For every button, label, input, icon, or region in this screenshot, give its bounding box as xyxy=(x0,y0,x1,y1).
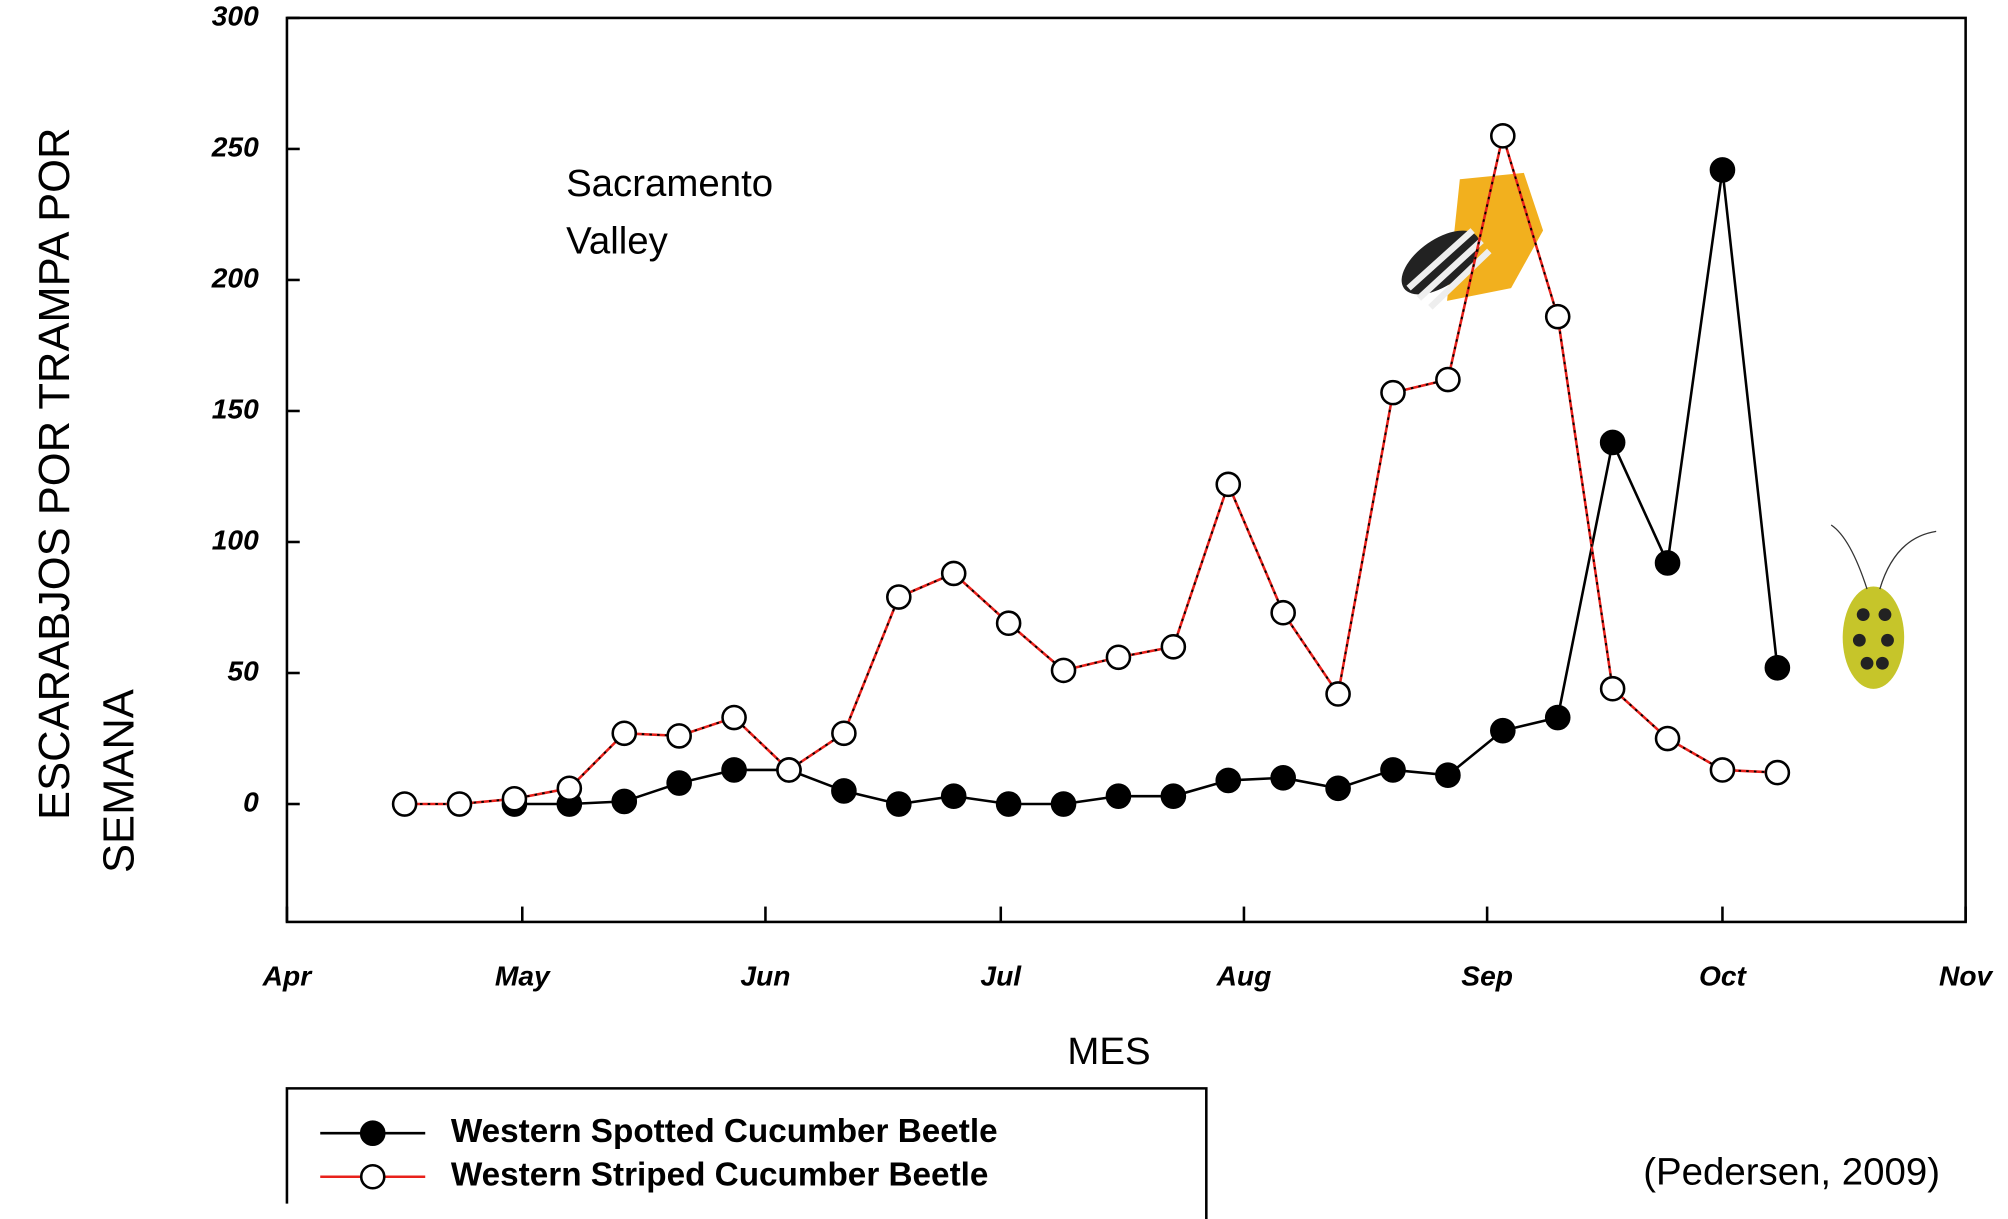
data-point xyxy=(501,785,528,812)
data-point xyxy=(721,757,747,783)
plot-frame xyxy=(285,16,1967,924)
data-point xyxy=(1105,783,1132,809)
series-line xyxy=(514,169,1779,806)
legend-marker xyxy=(359,1163,386,1190)
y-tick-label: 250 xyxy=(211,130,259,162)
data-point xyxy=(666,770,692,796)
x-tick-label: Jul xyxy=(980,960,1022,992)
data-point xyxy=(1654,550,1681,576)
x-tick-label: Sep xyxy=(1461,960,1513,992)
data-point xyxy=(446,791,473,817)
legend-label: Western Spotted Cucumber Beetle xyxy=(451,1113,998,1150)
data-point xyxy=(721,704,747,731)
data-point xyxy=(1050,657,1077,684)
y-tick-label: 200 xyxy=(211,261,259,293)
citation: (Pedersen, 2009) xyxy=(1643,1150,1940,1193)
data-point xyxy=(556,775,583,802)
data-point xyxy=(1215,767,1242,794)
data-point xyxy=(940,783,967,809)
y-axis-title-line: SEMANA xyxy=(95,689,143,873)
y-tick-label: 50 xyxy=(227,654,259,686)
data-point xyxy=(885,584,912,610)
data-point xyxy=(831,720,857,747)
x-tick-label: Oct xyxy=(1699,960,1748,992)
data-point xyxy=(611,720,638,747)
data-point xyxy=(1544,303,1571,330)
data-point xyxy=(885,791,912,817)
data-point xyxy=(666,723,692,749)
beetle-striped xyxy=(1401,172,1544,310)
y-axis-title: ESCARABJOS POR TRAMPA POR SEMANA xyxy=(31,128,143,873)
data-point xyxy=(1270,599,1296,626)
data-point xyxy=(831,778,857,804)
beetle-spotted xyxy=(1830,524,1937,689)
data-point xyxy=(1490,717,1516,744)
data-point xyxy=(391,791,418,817)
x-tick-label: Apr xyxy=(262,960,314,992)
y-tick-label: 100 xyxy=(212,523,259,555)
data-point xyxy=(1599,429,1626,456)
y-tick-label: 0 xyxy=(243,785,259,817)
data-point xyxy=(1380,757,1406,783)
x-tick-label: Aug xyxy=(1216,960,1272,992)
data-point xyxy=(940,560,967,587)
x-tick-label: May xyxy=(495,960,551,992)
data-point xyxy=(1325,775,1351,802)
data-point xyxy=(1435,366,1461,393)
data-point xyxy=(1380,379,1406,406)
y-axis-title-line: ESCARABJOS POR TRAMPA POR xyxy=(31,128,79,820)
legend-label: Western Striped Cucumber Beetle xyxy=(451,1157,989,1194)
data-point xyxy=(1490,123,1516,149)
data-point xyxy=(611,788,638,815)
data-point xyxy=(776,757,802,783)
data-point xyxy=(995,610,1022,637)
data-point xyxy=(995,791,1022,817)
data-point xyxy=(1709,757,1736,783)
data-point xyxy=(1544,704,1571,731)
data-point xyxy=(1215,471,1242,498)
data-point xyxy=(1160,633,1187,660)
data-point xyxy=(1435,762,1461,789)
annotation: Valley xyxy=(566,219,669,262)
data-point xyxy=(1764,759,1791,786)
data-point xyxy=(1050,791,1077,817)
x-tick-label: Jun xyxy=(740,960,790,992)
y-tick-label: 300 xyxy=(212,0,259,31)
legend xyxy=(285,1087,1208,1219)
data-point xyxy=(1764,654,1791,681)
data-point xyxy=(1654,725,1681,752)
data-point xyxy=(1105,644,1132,671)
x-tick-label: Nov xyxy=(1939,960,1994,992)
data-point xyxy=(1599,675,1626,702)
data-point xyxy=(1325,681,1351,707)
data-point xyxy=(1709,157,1736,183)
x-axis-title: MES xyxy=(1067,1030,1150,1073)
annotation: Sacramento xyxy=(566,162,773,205)
legend-marker xyxy=(359,1120,386,1147)
data-point xyxy=(1270,765,1296,791)
y-tick-label: 150 xyxy=(212,392,259,424)
data-point xyxy=(1160,783,1187,809)
